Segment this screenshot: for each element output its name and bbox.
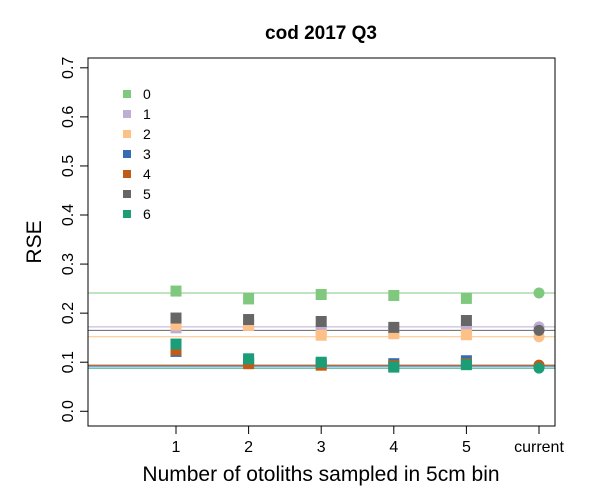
legend-label-5: 5 xyxy=(143,186,151,202)
legend-label-2: 2 xyxy=(143,126,151,142)
chart-title: cod 2017 Q3 xyxy=(265,23,377,44)
point-series-5-4 xyxy=(388,321,400,333)
point-series-0-3 xyxy=(315,289,327,301)
y-tick-label-3: 0.3 xyxy=(60,253,77,275)
x-axis: 1 2 3 4 5 current xyxy=(172,426,564,456)
point-series-0-current xyxy=(533,287,545,299)
legend-label-3: 3 xyxy=(143,146,151,162)
x-tick-label-2: 3 xyxy=(317,439,326,456)
point-series-2-2 xyxy=(243,319,255,331)
x-tick-label-4: 5 xyxy=(462,439,471,456)
legend-swatch-0 xyxy=(123,90,131,98)
point-series-0-2 xyxy=(243,293,255,305)
legend-swatch-4 xyxy=(123,170,131,178)
x-tick-label-0: 1 xyxy=(172,439,181,456)
point-series-0-1 xyxy=(170,285,182,297)
point-series-6-3 xyxy=(315,356,327,368)
point-series-2-4 xyxy=(388,328,400,340)
point-series-6-1 xyxy=(170,338,182,350)
point-series-0-5 xyxy=(460,292,472,304)
point-series-6-5 xyxy=(460,359,472,371)
y-tick-label-1: 0.1 xyxy=(60,351,77,373)
point-series-4-1 xyxy=(170,344,182,356)
legend-swatch-2 xyxy=(123,130,131,138)
legend-swatch-5 xyxy=(123,190,131,198)
legend-label-0: 0 xyxy=(143,86,151,102)
legend-label-1: 1 xyxy=(143,106,151,122)
y-tick-label-4: 0.4 xyxy=(60,204,77,226)
legend-label-4: 4 xyxy=(143,166,151,182)
x-tick-label-3: 4 xyxy=(389,439,398,456)
legend: 0 1 2 3 4 5 6 xyxy=(123,86,151,222)
x-axis-label: Number of otoliths sampled in 5cm bin xyxy=(142,463,499,486)
point-series-5-current xyxy=(533,324,545,336)
y-tick-label-2: 0.2 xyxy=(60,302,77,324)
point-series-6-4 xyxy=(388,361,400,373)
point-series-5-5 xyxy=(460,315,472,327)
legend-label-6: 6 xyxy=(143,206,151,222)
point-series-0-4 xyxy=(388,289,400,301)
point-series-2-5 xyxy=(460,329,472,341)
legend-swatch-3 xyxy=(123,150,131,158)
legend-swatch-6 xyxy=(123,210,131,218)
x-tick-label-1: 2 xyxy=(244,439,253,456)
point-series-5-3 xyxy=(315,315,327,327)
point-series-6-current xyxy=(533,362,545,374)
y-tick-label-5: 0.5 xyxy=(60,155,77,177)
y-tick-label-6: 0.6 xyxy=(60,106,77,128)
y-tick-label-7: 0.7 xyxy=(60,57,77,79)
point-series-5-2 xyxy=(243,314,255,326)
point-series-5-1 xyxy=(170,312,182,324)
x-tick-label-5: current xyxy=(514,439,564,456)
point-series-1-5 xyxy=(460,323,472,335)
point-series-6-2 xyxy=(243,353,255,365)
plot-frame xyxy=(87,57,556,427)
point-series-2-3 xyxy=(315,329,327,341)
y-tick-label-0: 0.0 xyxy=(60,400,77,422)
point-series-2-1 xyxy=(170,319,182,331)
data-points xyxy=(170,285,545,374)
y-axis: 0.0 0.1 0.2 0.3 0.4 0.5 0.6 0.7 xyxy=(60,57,88,422)
y-axis-label: RSE xyxy=(23,220,46,263)
legend-swatch-1 xyxy=(123,110,131,118)
